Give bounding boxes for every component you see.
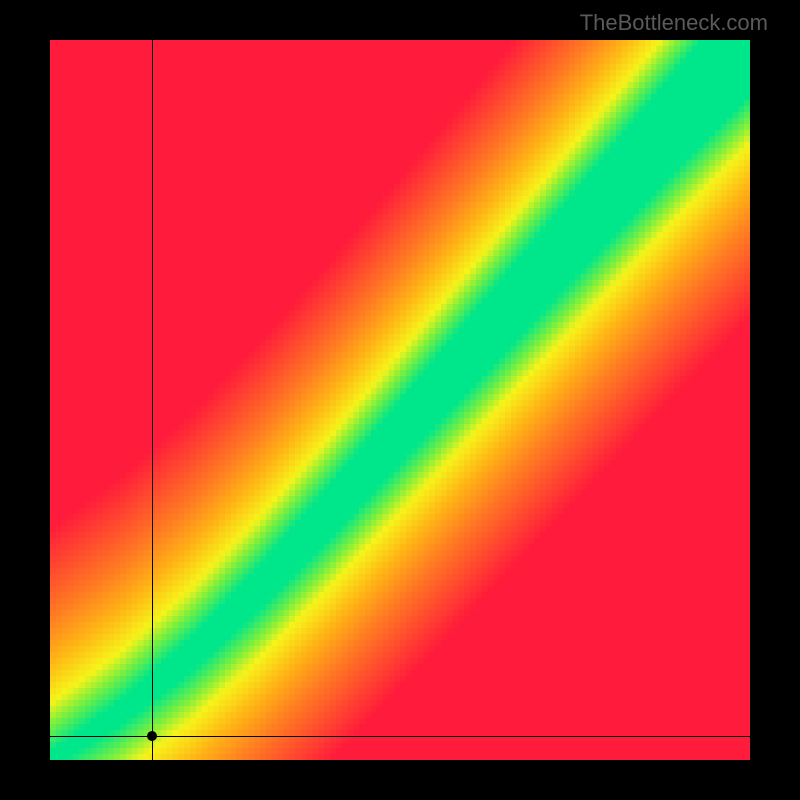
crosshair-vertical: [152, 40, 153, 760]
marker-dot: [147, 731, 157, 741]
heatmap-plot: [50, 40, 750, 760]
heatmap-canvas: [50, 40, 750, 760]
watermark-text: TheBottleneck.com: [580, 10, 768, 36]
